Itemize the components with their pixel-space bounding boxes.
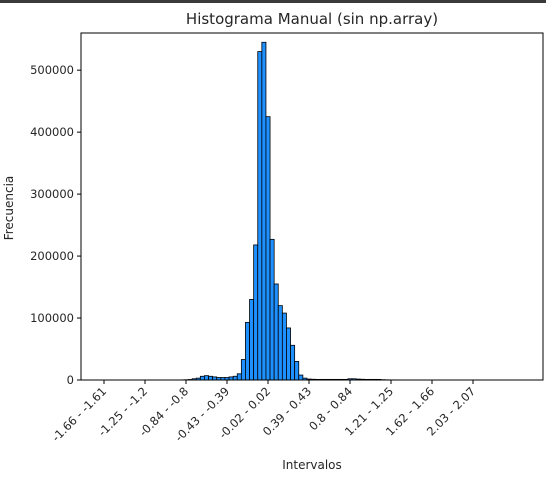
y-axis-ticks: 0 100000 200000 300000 400000 500000 (30, 63, 81, 387)
x-axis-ticks: -1.66 - -1.61-1.25 - -1.2-0.84 - -0.8-0.… (49, 380, 478, 444)
histogram-bar (199, 375, 205, 381)
y-tick-label: 100000 (30, 311, 74, 325)
y-tick-label: 300000 (30, 187, 74, 201)
y-tick-label: 0 (67, 373, 74, 387)
histogram-bar (298, 374, 304, 381)
histogram-bar (249, 299, 255, 381)
x-axis-label: Intervalos (282, 458, 342, 472)
histogram-bar (273, 283, 279, 381)
histogram-bar (236, 373, 242, 381)
histogram-bar (286, 327, 291, 381)
histogram-bar (277, 305, 283, 381)
chart-title: Histograma Manual (sin np.array) (186, 10, 438, 28)
histogram-bar (204, 375, 209, 381)
histogram-bar (245, 321, 250, 381)
histogram-bar (232, 375, 238, 381)
y-tick-label: 400000 (30, 125, 74, 139)
window-top-edge (0, 0, 546, 3)
histogram-bar (269, 238, 275, 381)
histogram-bar (294, 361, 300, 381)
histogram-bar (265, 116, 271, 381)
y-axis-label: Frecuencia (2, 176, 16, 241)
histogram-bar (240, 359, 246, 381)
histogram-bar (208, 375, 214, 381)
bars-layer (179, 41, 414, 381)
histogram-bar (290, 344, 296, 381)
histogram-bar (261, 41, 267, 381)
histogram-bar (253, 244, 259, 381)
y-tick-label: 200000 (30, 249, 74, 263)
y-tick-label: 500000 (30, 63, 74, 77)
histogram-bar (281, 312, 287, 381)
histogram-bar (257, 51, 263, 381)
plot-frame (80, 32, 544, 381)
